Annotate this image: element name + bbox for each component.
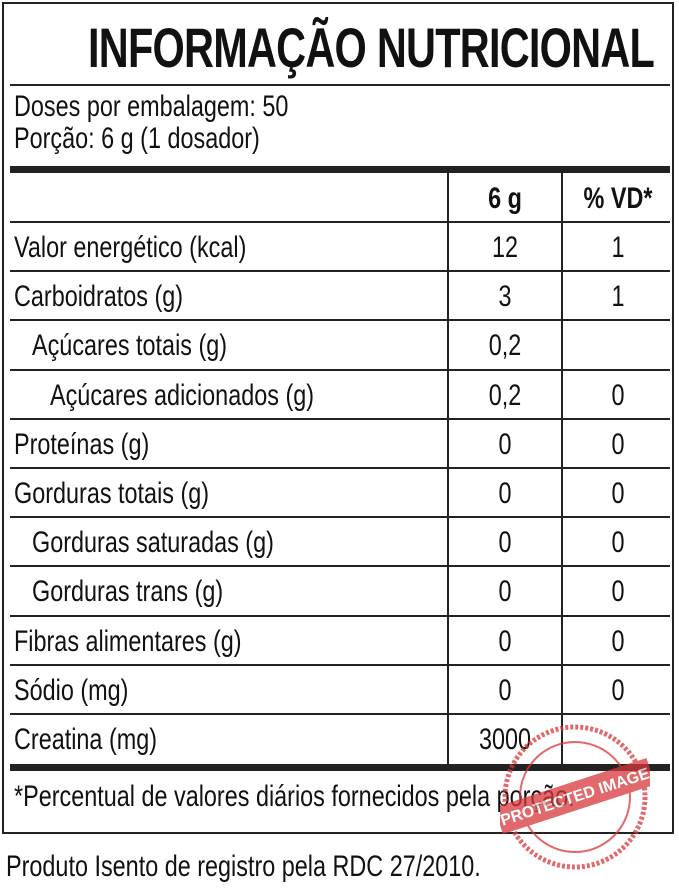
nutrient-label: Proteínas (g) (14, 427, 150, 461)
nutrient-amount: 3 (498, 280, 512, 314)
nutrient-amount: 0 (498, 526, 512, 560)
nutrient-label: Gorduras totais (g) (14, 477, 210, 510)
thick-divider (10, 764, 670, 771)
nutrient-amount: 12 (491, 231, 519, 264)
nutrient-daily-value: 0 (611, 673, 625, 707)
svg-text:PROTECTED IMAGE: PROTECTED IMAGE (500, 765, 650, 829)
row-divider (10, 663, 670, 666)
footnote: *Percentual de valores diários fornecido… (14, 780, 575, 813)
watermark-stamp: PROTECTED IMAGE (500, 724, 650, 870)
nutrient-daily-value: 1 (611, 231, 625, 264)
row-divider (10, 417, 670, 420)
footer-note: Produto Isento de registro pela RDC 27/2… (6, 850, 481, 883)
nutrient-label: Valor energético (kcal) (14, 231, 247, 264)
nutrient-label: Sódio (mg) (14, 673, 129, 707)
row-divider (10, 565, 670, 568)
servings-per-package: Doses por embalagem: 50 (14, 90, 289, 123)
nutrient-daily-value: 0 (611, 477, 625, 510)
row-divider (10, 467, 670, 469)
nutrient-amount: 0 (498, 624, 512, 658)
label-title: INFORMAÇÃO NUTRICIONAL (88, 16, 655, 79)
divider (10, 84, 670, 86)
thick-divider (10, 166, 670, 173)
nutrient-amount: 0 (498, 427, 512, 461)
row-divider (10, 319, 670, 322)
nutrient-label: Gorduras trans (g) (32, 575, 224, 609)
nutrition-label-frame (2, 2, 674, 834)
header-amount: 6 g (488, 182, 522, 215)
nutrient-label: Açúcares adicionados (g) (50, 378, 315, 412)
nutrient-daily-value: 0 (611, 526, 625, 560)
nutrient-amount: 0 (498, 477, 512, 510)
row-divider (10, 270, 670, 273)
portion-size: Porção: 6 g (1 dosador) (14, 122, 260, 155)
nutrient-amount: 0,2 (488, 378, 522, 412)
nutrient-label: Creatina (mg) (14, 723, 158, 756)
nutrient-amount: 0 (498, 673, 512, 707)
nutrient-daily-value: 0 (611, 575, 625, 609)
nutrient-daily-value: 0 (611, 624, 625, 658)
header-vd: % VD* (583, 182, 653, 215)
row-divider (10, 713, 670, 715)
nutrient-daily-value: 0 (611, 427, 625, 461)
nutrient-amount: 0 (498, 575, 512, 609)
nutrient-daily-value: 1 (611, 280, 625, 314)
nutrient-label: Fibras alimentares (g) (14, 624, 242, 658)
row-divider (10, 221, 670, 223)
nutrient-label: Carboidratos (g) (14, 280, 184, 314)
nutrient-label: Açúcares totais (g) (32, 329, 228, 363)
nutrient-daily-value: 0 (611, 378, 625, 412)
nutrient-amount: 0,2 (488, 329, 522, 363)
row-divider (10, 614, 670, 617)
row-divider (10, 516, 670, 519)
nutrient-label: Gorduras saturadas (g) (32, 526, 274, 560)
row-divider (10, 368, 670, 371)
